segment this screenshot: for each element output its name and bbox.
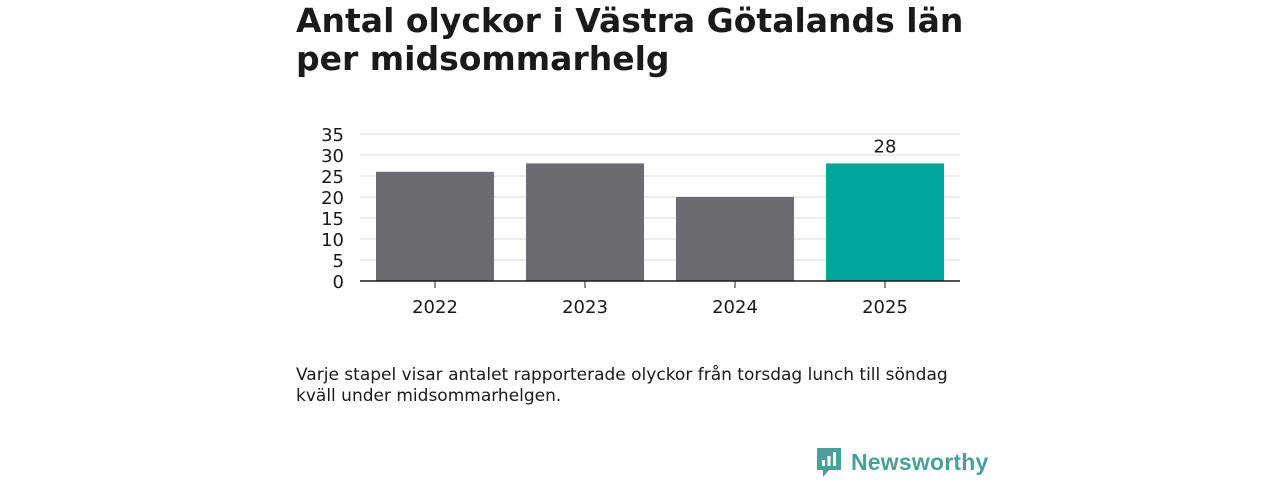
data-label: 28 xyxy=(874,136,897,157)
brand-logo: Newsworthy xyxy=(815,446,988,478)
bar-2025 xyxy=(826,163,944,281)
y-tick-label: 20 xyxy=(321,188,344,209)
x-tick-label: 2024 xyxy=(712,297,758,318)
bars: 28 xyxy=(376,136,944,281)
y-tick-label: 35 xyxy=(321,125,344,146)
y-tick-label: 0 xyxy=(333,272,344,293)
y-tick-label: 10 xyxy=(321,230,344,251)
y-tick-label: 15 xyxy=(321,209,344,230)
y-tick-label: 30 xyxy=(321,146,344,167)
chart-title: Antal olyckor i Västra Götalands län per… xyxy=(296,1,964,78)
brand-name: Newsworthy xyxy=(851,448,989,475)
x-tick-label: 2022 xyxy=(412,297,458,318)
x-tick-label: 2025 xyxy=(862,297,908,318)
bar-2022 xyxy=(376,171,494,281)
bar-2023 xyxy=(526,163,644,281)
bar-2024 xyxy=(676,197,794,281)
x-tick-label: 2023 xyxy=(562,297,608,318)
y-tick-label: 25 xyxy=(321,167,344,188)
newsworthy-logo-icon xyxy=(817,448,841,477)
y-tick-label: 5 xyxy=(333,251,344,272)
chart-note: Varje stapel visar antalet rapporterade … xyxy=(296,365,948,406)
x-axis: 2022 2023 2024 2025 xyxy=(360,280,960,318)
